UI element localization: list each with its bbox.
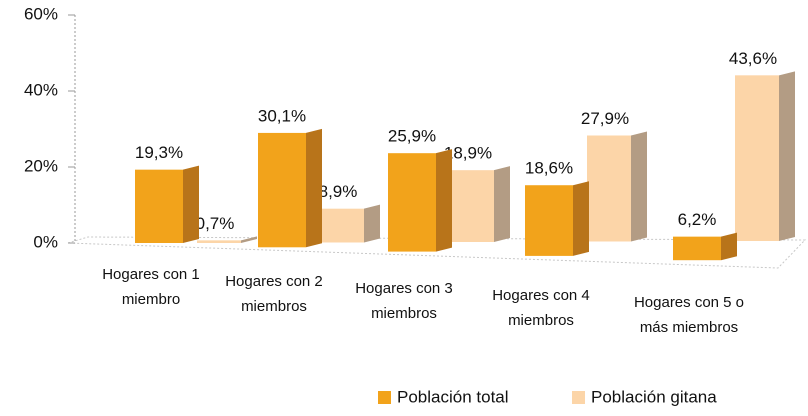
value-label: 27,9% (581, 109, 629, 128)
bar-side (721, 232, 737, 261)
y-tick-label: 40% (24, 80, 58, 99)
bar-side (436, 149, 452, 252)
value-label: 18,6% (525, 159, 573, 178)
x-tick-label: Hogares con 2 miembros (225, 273, 323, 315)
legend-swatch (572, 391, 585, 404)
bar-side (779, 71, 795, 241)
x-tick-label: Hogares con 4 miembros (492, 287, 590, 329)
bar-front (735, 75, 779, 241)
bar-side (494, 166, 510, 242)
legend-swatch (378, 391, 391, 404)
bar-front (673, 236, 721, 261)
legend-label: Población gitana (591, 387, 717, 406)
bar-front (587, 135, 631, 242)
bar-front (135, 169, 183, 243)
bar-side (241, 236, 257, 243)
value-label: 18,9% (444, 144, 492, 163)
value-label: 43,6% (729, 49, 777, 68)
bar-front (388, 153, 436, 252)
bar-front (258, 132, 306, 248)
bar-front (197, 240, 241, 243)
y-tick-label: 0% (33, 232, 58, 251)
bar-front (320, 208, 364, 243)
bar-front (525, 185, 573, 256)
bar-side (183, 165, 199, 243)
value-label: 25,9% (388, 127, 436, 146)
floor (67, 236, 807, 269)
value-label: 19,3% (135, 143, 183, 162)
y-tick-label: 60% (24, 4, 58, 23)
bar-side (306, 128, 322, 248)
legend-label: Población total (397, 387, 509, 406)
y-tick-label: 20% (24, 156, 58, 175)
value-label: 0,7% (196, 214, 235, 233)
bar-side (364, 204, 380, 243)
x-tick-label: Hogares con 1 miembro (102, 266, 200, 308)
bar-side (573, 181, 589, 256)
bar-side (631, 131, 647, 242)
x-tick-label: Hogares con 3 miembros (355, 280, 453, 322)
value-label: 8,9% (319, 182, 358, 201)
x-tick-label: Hogares con 5 o más miembros (633, 294, 745, 336)
value-label: 6,2% (678, 210, 717, 229)
value-label: 30,1% (258, 106, 306, 125)
bar-front (450, 170, 494, 242)
